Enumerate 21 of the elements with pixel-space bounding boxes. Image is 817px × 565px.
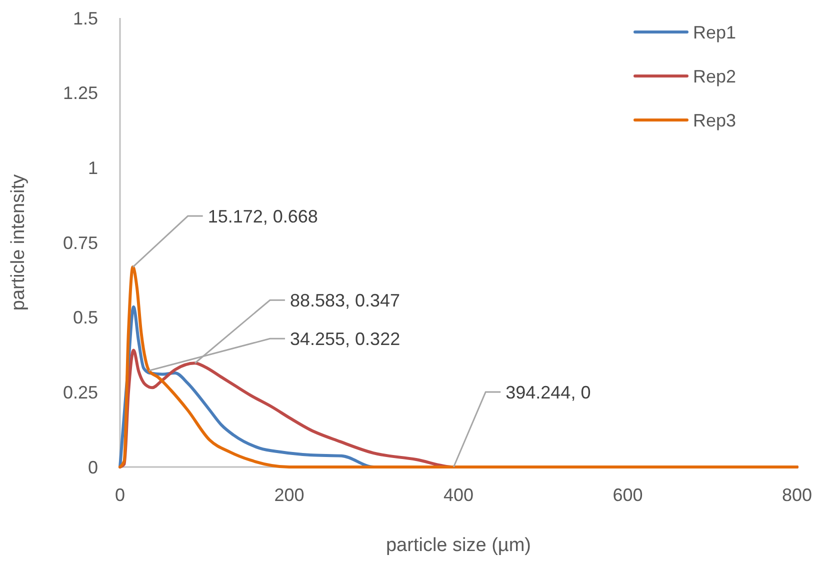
y-tick-label: 1 — [88, 158, 98, 178]
annotation: 34.255, 0.322 — [290, 328, 400, 349]
y-axis-title: particle intensity — [8, 174, 29, 311]
y-tick-label: 1.5 — [72, 8, 98, 28]
annotation: 88.583, 0.347 — [290, 290, 400, 310]
x-tick-label: 400 — [443, 485, 474, 505]
y-tick-label: 0.5 — [72, 308, 98, 328]
x-tick-label: 600 — [612, 485, 643, 505]
annotation: 394.244, 0 — [506, 382, 591, 402]
legend-label: Rep1 — [693, 22, 736, 42]
x-tick-label: 800 — [782, 485, 812, 505]
legend-label: Rep3 — [693, 110, 736, 130]
y-tick-label: 0.25 — [62, 382, 98, 402]
legend-label: Rep2 — [693, 66, 736, 86]
annotation: 15.172, 0.668 — [208, 206, 318, 226]
y-tick-label: 0.75 — [62, 232, 98, 253]
y-tick-label: 1.25 — [62, 83, 98, 104]
x-axis-title: particle size (µm) — [386, 535, 532, 556]
x-tick-label: 0 — [114, 485, 126, 505]
x-tick-label: 200 — [274, 485, 304, 505]
y-tick-label: 0 — [88, 457, 98, 478]
